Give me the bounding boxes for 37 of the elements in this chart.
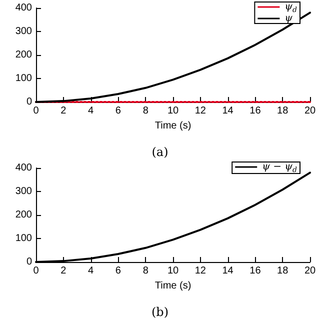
y-tick-label: 0 xyxy=(26,96,32,108)
x-tick-label: 4 xyxy=(88,106,94,116)
x-axis-title: Time (s) xyxy=(154,120,192,132)
x-tick-label: 2 xyxy=(60,106,67,116)
x-tick-label: 4 xyxy=(88,266,94,276)
legend-label: ψ xyxy=(284,13,293,24)
y-tick-label: 100 xyxy=(15,233,32,244)
x-tick-label: 16 xyxy=(250,106,262,116)
y-tick-label: 400 xyxy=(15,2,32,14)
x-tick-label: 20 xyxy=(304,106,316,116)
y-tick-label: 0 xyxy=(26,256,32,268)
x-tick-label: 2 xyxy=(60,266,67,276)
x-tick-label: 20 xyxy=(304,266,316,276)
x-tick-label: 8 xyxy=(142,266,149,276)
x-tick-label: 10 xyxy=(167,266,179,276)
x-tick-label: 10 xyxy=(167,106,179,116)
y-tick-label: 100 xyxy=(15,73,32,84)
y-tick-label: 400 xyxy=(15,162,32,174)
text: (a) xyxy=(152,145,168,159)
x-tick-label: 0 xyxy=(33,266,40,276)
y-tick-label: 300 xyxy=(15,26,32,37)
x-tick-label: 8 xyxy=(142,106,149,116)
x-tick-label: 14 xyxy=(222,266,234,276)
x-tick-label: 0 xyxy=(33,106,40,116)
x-tick-label: 6 xyxy=(115,106,122,116)
x-axis-title: Time (s) xyxy=(154,280,192,292)
y-tick-label: 200 xyxy=(15,50,32,60)
x-tick-label: 18 xyxy=(277,106,289,116)
y-tick-label: 200 xyxy=(15,210,32,220)
x-tick-label: 12 xyxy=(194,106,206,116)
x-tick-label: 14 xyxy=(222,106,234,116)
text: (b) xyxy=(151,305,169,319)
x-tick-label: 16 xyxy=(250,266,262,276)
x-tick-label: 6 xyxy=(115,266,122,276)
x-tick-label: 18 xyxy=(277,266,289,276)
x-tick-label: 12 xyxy=(194,266,206,276)
y-tick-label: 300 xyxy=(15,186,32,197)
